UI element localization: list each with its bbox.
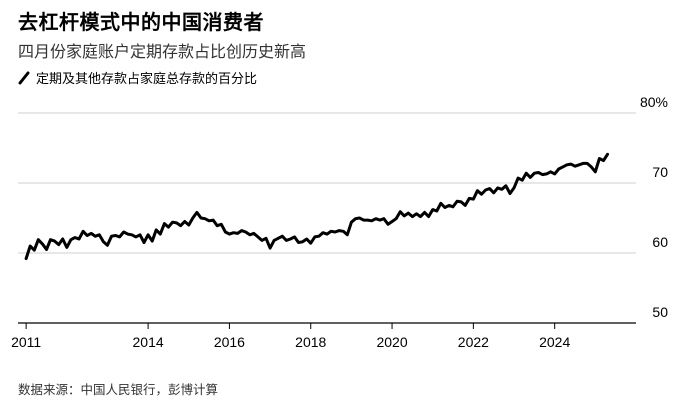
- legend: 定期及其他存款占家庭总存款的百分比: [18, 68, 257, 87]
- x-axis: 2011 2014 2016 2018 2020 2022 2024: [11, 323, 570, 350]
- legend-label: 定期及其他存款占家庭总存款的百分比: [36, 72, 258, 87]
- y-axis-ticks: 50 60 70 80%: [640, 94, 668, 320]
- x-tick-label: 2024: [539, 334, 570, 350]
- y-tick-label: 80%: [640, 94, 668, 110]
- series-line: [24, 152, 609, 261]
- y-tick-label: 50: [652, 304, 668, 320]
- x-tick-label: 2014: [133, 334, 164, 350]
- x-tick-label: 2011: [11, 334, 41, 350]
- gridlines: [18, 112, 636, 324]
- chart-title: 去杠杆模式中的中国消费者: [18, 10, 264, 34]
- x-tick-label: 2022: [458, 334, 489, 350]
- series-group: [24, 152, 609, 261]
- y-tick-label: 70: [652, 164, 668, 180]
- chart-subtitle: 四月份家庭账户定期存款占比创历史新高: [18, 42, 307, 61]
- y-tick-label: 60: [652, 234, 668, 250]
- source-note: 数据来源：中国人民银行，彭博计算: [18, 382, 219, 397]
- x-tick-label: 2020: [376, 334, 407, 350]
- x-tick-label: 2018: [295, 334, 326, 350]
- x-tick-label: 2016: [214, 334, 245, 350]
- legend-line-icon: [18, 71, 30, 84]
